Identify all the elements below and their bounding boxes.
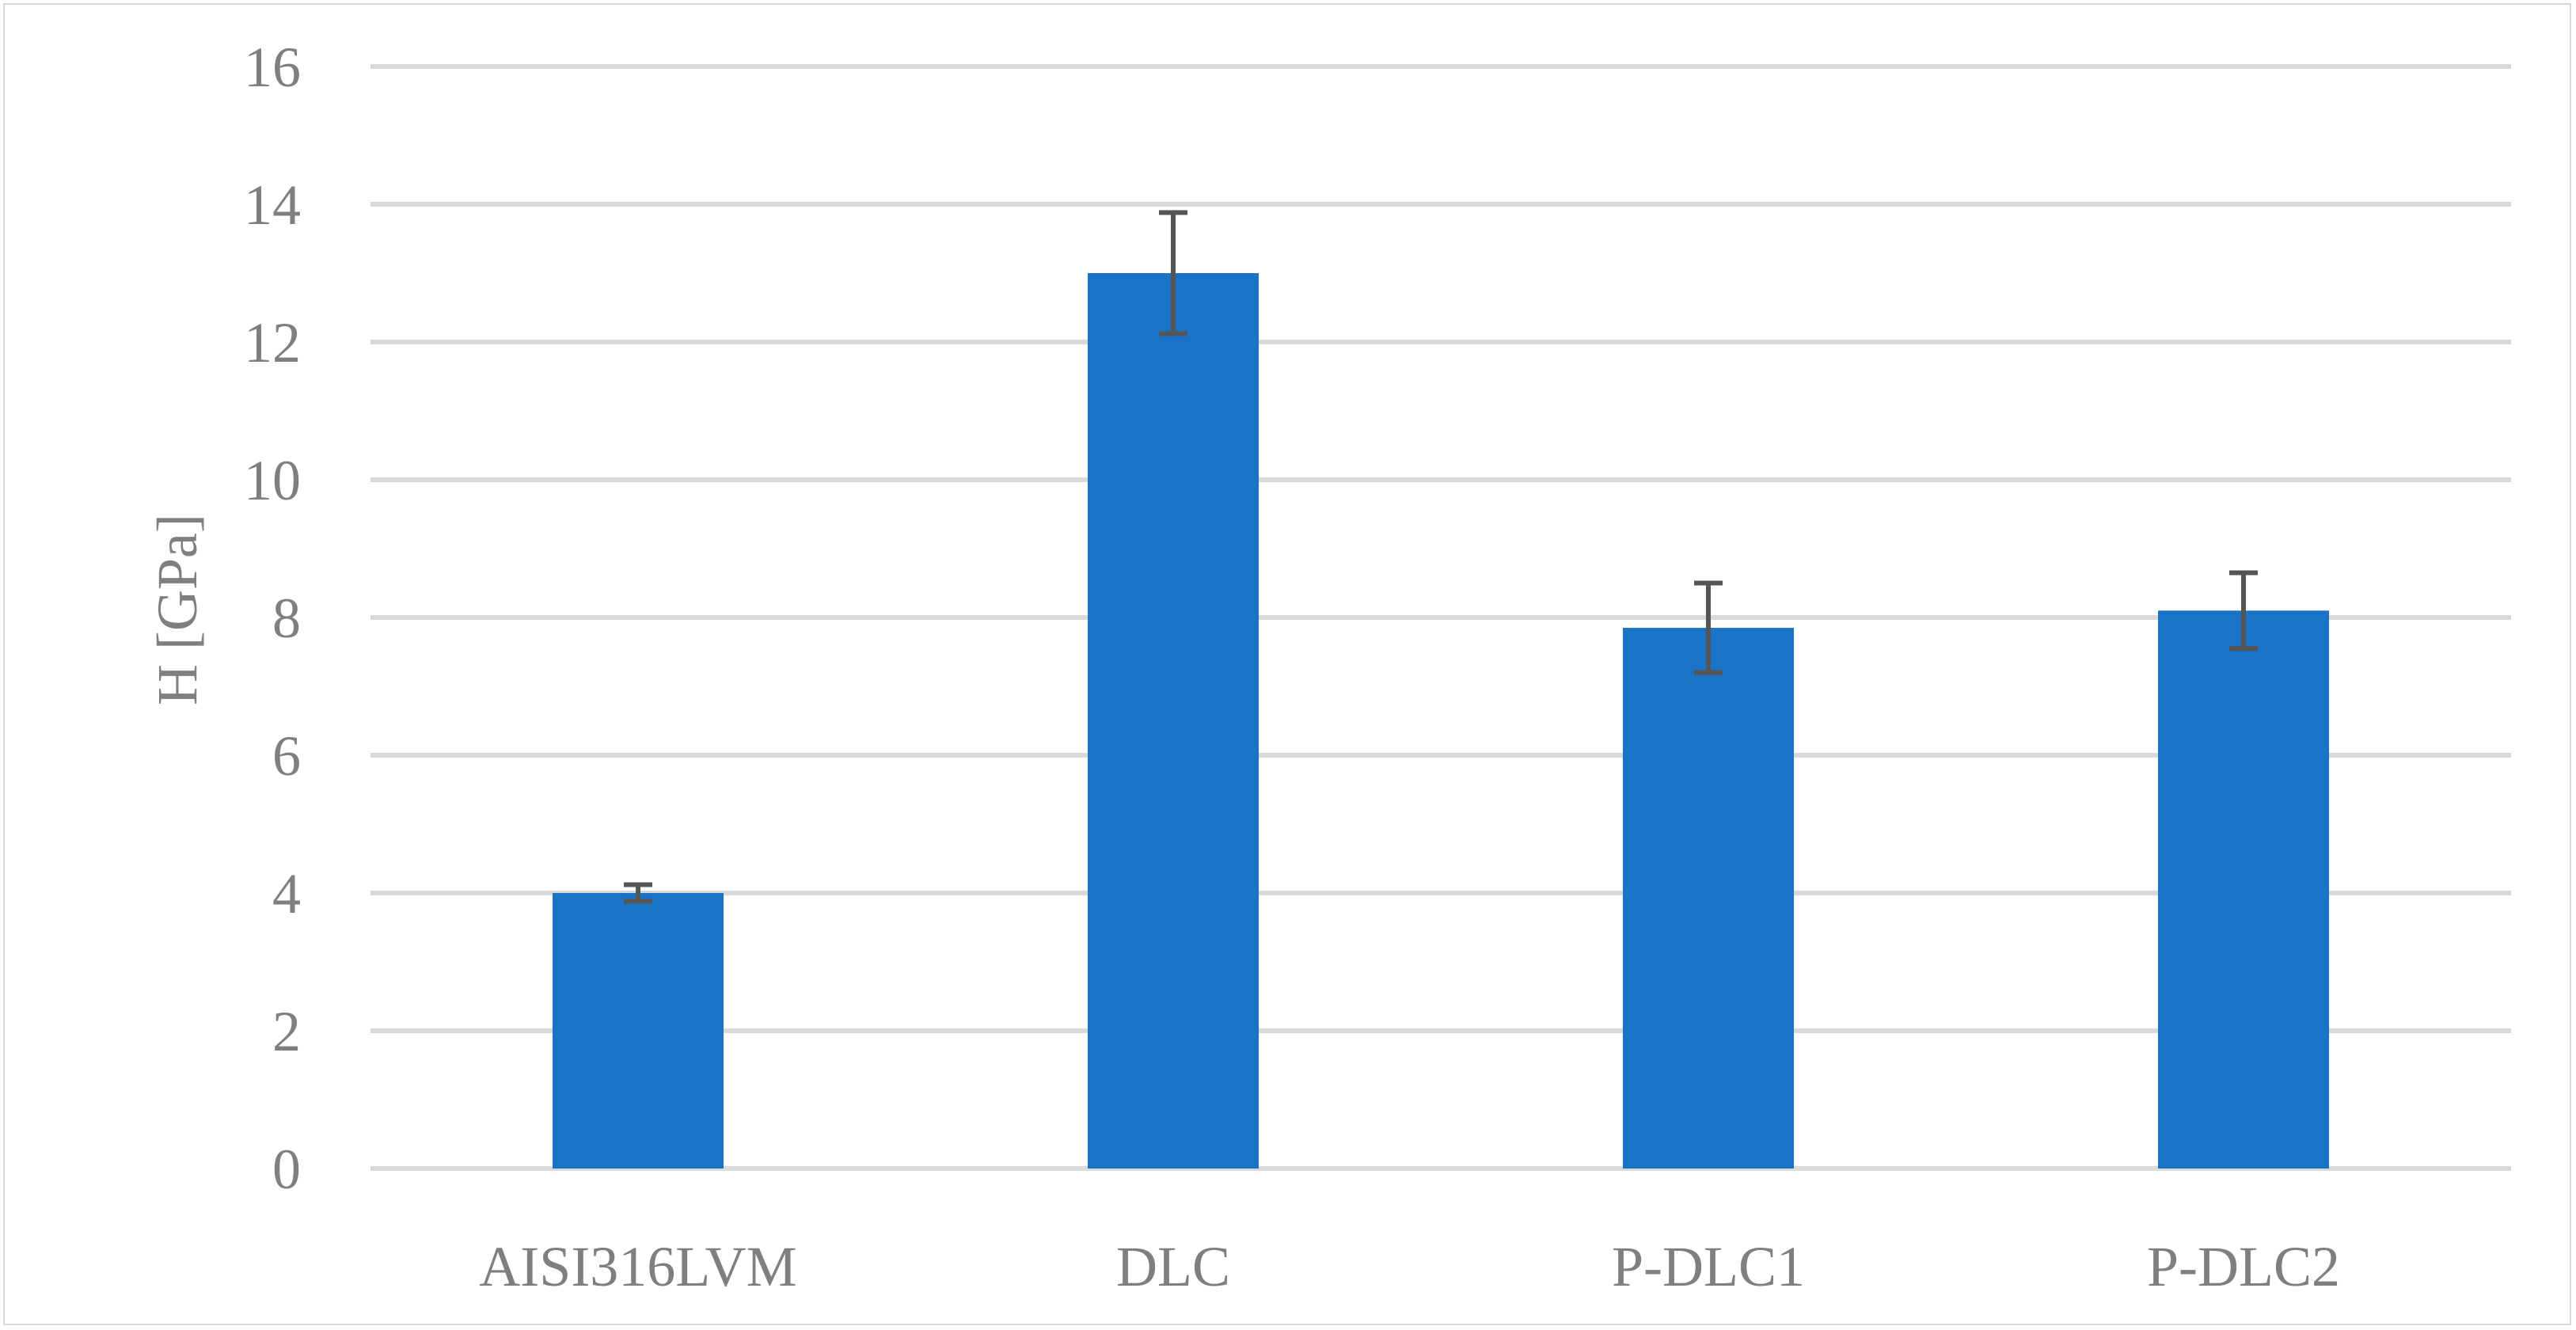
bars xyxy=(553,273,2329,1168)
y-tick-label-2: 2 xyxy=(272,1000,301,1063)
bar-DLC xyxy=(1088,273,1259,1168)
bar-P-DLC1 xyxy=(1623,628,1794,1168)
bar-P-DLC2 xyxy=(2158,610,2329,1168)
y-tick-label-10: 10 xyxy=(244,449,301,512)
y-tick-label-6: 6 xyxy=(272,724,301,788)
y-tick-label-12: 12 xyxy=(244,311,301,374)
y-tick-label-14: 14 xyxy=(244,173,301,237)
error-bar-DLC xyxy=(1159,210,1187,336)
y-axis-title: H [GPa] xyxy=(146,514,209,705)
bar-AISI316LVM xyxy=(553,893,724,1168)
y-tick-label-16: 16 xyxy=(244,36,301,99)
y-tick-label-0: 0 xyxy=(272,1138,301,1201)
chart-frame xyxy=(3,3,2571,1325)
x-category-label-AISI316LVM: AISI316LVM xyxy=(479,1235,796,1298)
x-axis-category-labels: AISI316LVM DLC P-DLC1 P-DLC2 xyxy=(479,1235,2340,1298)
y-axis-tick-labels: 0 2 4 6 8 10 12 14 16 xyxy=(244,36,301,1201)
error-bar-P-DLC2 xyxy=(2229,570,2258,652)
y-tick-label-4: 4 xyxy=(272,862,301,925)
x-category-label-P-DLC1: P-DLC1 xyxy=(1612,1235,1805,1298)
gridlines xyxy=(370,64,2511,1171)
error-bar-AISI316LVM xyxy=(624,882,652,904)
x-category-label-DLC: DLC xyxy=(1116,1235,1230,1298)
error-bar-P-DLC1 xyxy=(1694,580,1723,675)
error-bars xyxy=(624,210,2258,904)
y-tick-label-8: 8 xyxy=(272,587,301,650)
x-category-label-P-DLC2: P-DLC2 xyxy=(2147,1235,2340,1298)
